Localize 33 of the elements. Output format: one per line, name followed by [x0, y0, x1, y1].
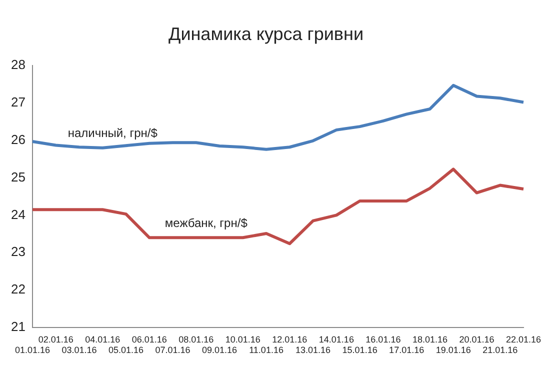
x-tick-label: 02.01.16 — [38, 334, 74, 344]
y-tick-label: 23 — [10, 244, 26, 260]
x-tick-label: 01.01.16 — [14, 345, 50, 356]
series-label: межбанк, грн/$ — [164, 216, 248, 230]
x-tick-label: 05.01.16 — [108, 345, 144, 356]
x-tick-label: 16.01.16 — [366, 334, 401, 344]
x-tick-label: 06.01.16 — [132, 334, 167, 344]
x-tick-label: 04.01.16 — [85, 334, 120, 344]
x-tick-label: 12.01.16 — [272, 334, 308, 344]
x-tick-label: 11.01.16 — [249, 345, 284, 356]
x-tick-label: 13.01.16 — [296, 345, 331, 356]
x-tick-label: 17.01.16 — [389, 345, 424, 356]
y-tick-label: 22 — [10, 282, 26, 297]
x-tick-label: 19.01.16 — [436, 345, 471, 356]
x-tick-label: 18.01.16 — [412, 334, 448, 344]
x-tick-label: 15.01.16 — [342, 345, 378, 356]
x-tick-label: 03.01.16 — [62, 345, 97, 356]
x-tick-label: 08.01.16 — [178, 334, 214, 344]
y-tick-label: 24 — [10, 206, 26, 222]
x-tick-label: 07.01.16 — [155, 345, 190, 356]
x-tick-label: 21.01.16 — [482, 345, 518, 356]
x-tick-label: 10.01.16 — [225, 334, 260, 344]
y-tick-label: 25 — [10, 169, 26, 184]
y-tick-label: 21 — [10, 318, 26, 334]
x-tick-label: 22.01.16 — [506, 334, 542, 344]
x-tick-label: 14.01.16 — [318, 334, 354, 344]
series-label: наличный, грн/$ — [68, 126, 158, 140]
chart-title: Динамика курса гривни — [168, 24, 364, 44]
y-tick-label: 26 — [10, 132, 26, 147]
x-tick-label: 09.01.16 — [202, 345, 238, 356]
y-tick-label: 28 — [10, 57, 26, 72]
x-tick-label: 20.01.16 — [459, 334, 494, 344]
y-tick-label: 27 — [10, 94, 26, 110]
